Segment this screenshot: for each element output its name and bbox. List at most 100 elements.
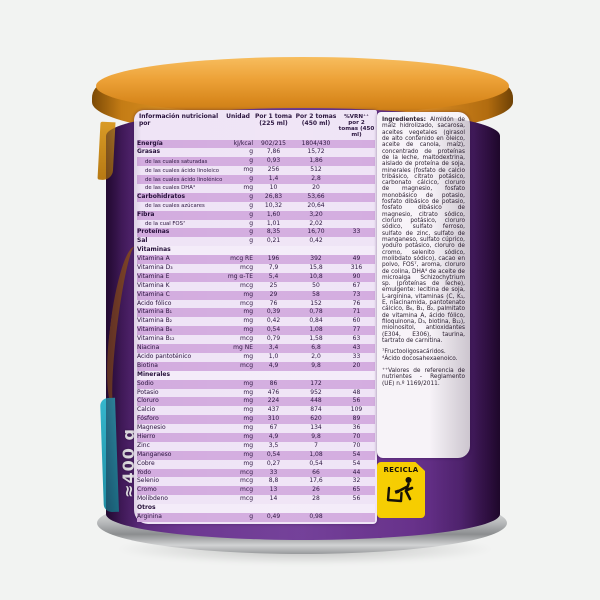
nutrient-label: Zinc <box>137 441 150 449</box>
table-row: Vitamina C mg 29 58 73 <box>137 290 375 300</box>
value-per-1-toma: 224 <box>267 397 280 405</box>
value-per-1-toma: 26,83 <box>264 192 283 200</box>
nutrient-unit: mg <box>243 415 253 423</box>
value-per-1-toma: 196 <box>267 255 280 263</box>
nutrient-label: Biotina <box>137 361 158 369</box>
value-per-2-tomas: 16,70 <box>307 228 325 236</box>
value-vrn-percent <box>338 380 375 389</box>
nutrient-unit: mg <box>243 379 253 387</box>
value-per-1-toma: 437 <box>267 406 280 414</box>
value-per-1-toma: 7,9 <box>268 264 279 272</box>
value-per-2-tomas: 10,8 <box>309 272 323 280</box>
nutrient-unit: g <box>249 228 253 236</box>
value-per-2-tomas: 20 <box>312 184 320 192</box>
value-vrn-percent: 90 <box>352 272 361 280</box>
nutrient-label: de las cuales ácido linolénico <box>145 176 223 183</box>
header-unidad: Unidad <box>226 113 250 120</box>
nutrient-label: Hierro <box>137 432 156 440</box>
value-vrn-percent: 48 <box>352 388 361 396</box>
value-per-1-toma: 8,35 <box>266 228 281 236</box>
table-row: Yodo mcg 33 66 44 <box>137 468 375 478</box>
table-row: Sal g 0,21 0,42 <box>137 237 375 246</box>
value-vrn-percent <box>338 193 375 202</box>
table-row: Vitamina B₁ mg 0,39 0,78 71 <box>137 308 375 318</box>
table-row: de las cuales ácido linoleico mg 256 512 <box>137 166 375 175</box>
table-row: Potasio mg 476 952 48 <box>137 389 375 398</box>
table-row: Vitaminas <box>137 246 375 256</box>
value-vrn-percent: 70 <box>352 432 361 440</box>
table-row: Otros <box>137 504 375 513</box>
nutrient-label: Magnesio <box>137 424 166 432</box>
table-row: Zinc mg 3,5 7 70 <box>137 442 375 451</box>
nutrient-label: Vitamina B₁₂ <box>137 335 175 343</box>
value-per-1-toma: 4,9 <box>268 361 279 369</box>
nutrient-unit: mg <box>243 388 253 396</box>
value-vrn-percent: 43 <box>352 344 361 352</box>
table-row: Vitamina D₃ mcg 7,9 15,8 316 <box>137 264 375 273</box>
value-per-1-toma: 3,4 <box>268 344 279 352</box>
nutrient-unit: mg <box>243 424 253 432</box>
nutrient-label: Grasas <box>137 148 161 156</box>
value-per-1-toma: 0,21 <box>266 237 281 245</box>
value-per-2-tomas: 0,84 <box>309 317 323 325</box>
nutrient-unit: mcg <box>240 281 253 289</box>
table-row: Molibdeno mcg 14 28 56 <box>137 495 375 504</box>
value-per-1-toma: 3,5 <box>268 441 279 449</box>
value-vrn-percent: 36 <box>352 424 361 432</box>
nutrient-label: Selenio <box>137 477 159 485</box>
value-per-1-toma: 29 <box>269 290 278 298</box>
value-per-2-tomas: 20,64 <box>307 201 325 209</box>
table-row: Biotina mcg 4,9 9,8 20 <box>137 361 375 371</box>
nutrient-unit: mg <box>243 352 253 360</box>
nutrient-unit: mcg <box>240 361 253 369</box>
ingredients-heading: Ingredientes: <box>382 117 426 123</box>
value-vrn-percent: 89 <box>352 415 361 423</box>
value-per-2-tomas: 17,6 <box>309 477 323 485</box>
table-row: Cromo mcg 13 26 65 <box>137 486 375 496</box>
nutrient-label: Vitamina C <box>137 290 170 298</box>
value-per-2-tomas <box>294 370 338 380</box>
nutrient-label: Carbohidratos <box>137 192 186 200</box>
value-per-2-tomas: 0,98 <box>309 512 323 520</box>
nutrient-unit: kJ/kcal <box>233 139 253 147</box>
value-per-2-tomas: 53,66 <box>307 192 325 200</box>
table-row: Fósforo mg 310 620 89 <box>137 415 375 425</box>
table-row: Manganeso mg 0,54 1,08 54 <box>137 450 375 460</box>
nutrient-unit: g <box>249 201 253 209</box>
nutrient-unit: mcg <box>240 495 253 503</box>
nutrient-label: Vitamina B₂ <box>137 317 173 325</box>
nutrient-label: Ácido pantoténico <box>137 352 192 360</box>
table-row: Sodio mg 86 172 <box>137 379 375 389</box>
value-per-1-toma: 0,27 <box>266 459 281 467</box>
nutrient-label: Fósforo <box>137 415 159 423</box>
table-row: Hierro mg 4,9 9,8 70 <box>137 432 375 442</box>
value-per-2-tomas: 28 <box>312 495 320 503</box>
value-vrn-percent <box>338 246 375 256</box>
nutrient-label: Vitaminas <box>137 246 223 256</box>
value-per-2-tomas: 1,08 <box>309 450 323 458</box>
value-per-1-toma: 1,60 <box>266 210 281 218</box>
value-vrn-percent: 109 <box>350 406 363 414</box>
value-per-1-toma: 256 <box>267 166 280 174</box>
value-vrn-percent <box>338 148 375 157</box>
value-vrn-percent: 33 <box>352 352 361 360</box>
value-vrn-percent: 71 <box>352 308 361 316</box>
value-vrn-percent <box>338 166 375 175</box>
value-per-2-tomas: 952 <box>310 388 322 396</box>
ingredients-text: Ingredientes: Almidón de maíz hidrolizad… <box>382 117 465 344</box>
value-per-1-toma: 86 <box>269 379 278 387</box>
value-per-1-toma: 10 <box>269 184 278 192</box>
table-row: Vitamina B₂ mg 0,42 0,84 60 <box>137 317 375 326</box>
table-row: de las cuales DHA⁴ mg 10 20 <box>137 184 375 193</box>
value-per-2-tomas: 134 <box>310 424 322 432</box>
value-per-2-tomas: 26 <box>312 486 320 494</box>
value-per-1-toma <box>253 504 294 513</box>
nutrient-unit: mg <box>243 184 253 192</box>
nutrient-label: Sal <box>137 237 148 245</box>
nutrient-label: Vitamina B₁ <box>137 308 173 316</box>
nutrient-unit <box>223 504 253 513</box>
footnote-vrn-reference: ⁺⁺Valores de referencia de nutrientes - … <box>382 367 465 387</box>
value-per-1-toma: 1,01 <box>266 219 281 227</box>
value-per-1-toma <box>253 370 294 380</box>
value-vrn-percent: 73 <box>352 290 361 298</box>
